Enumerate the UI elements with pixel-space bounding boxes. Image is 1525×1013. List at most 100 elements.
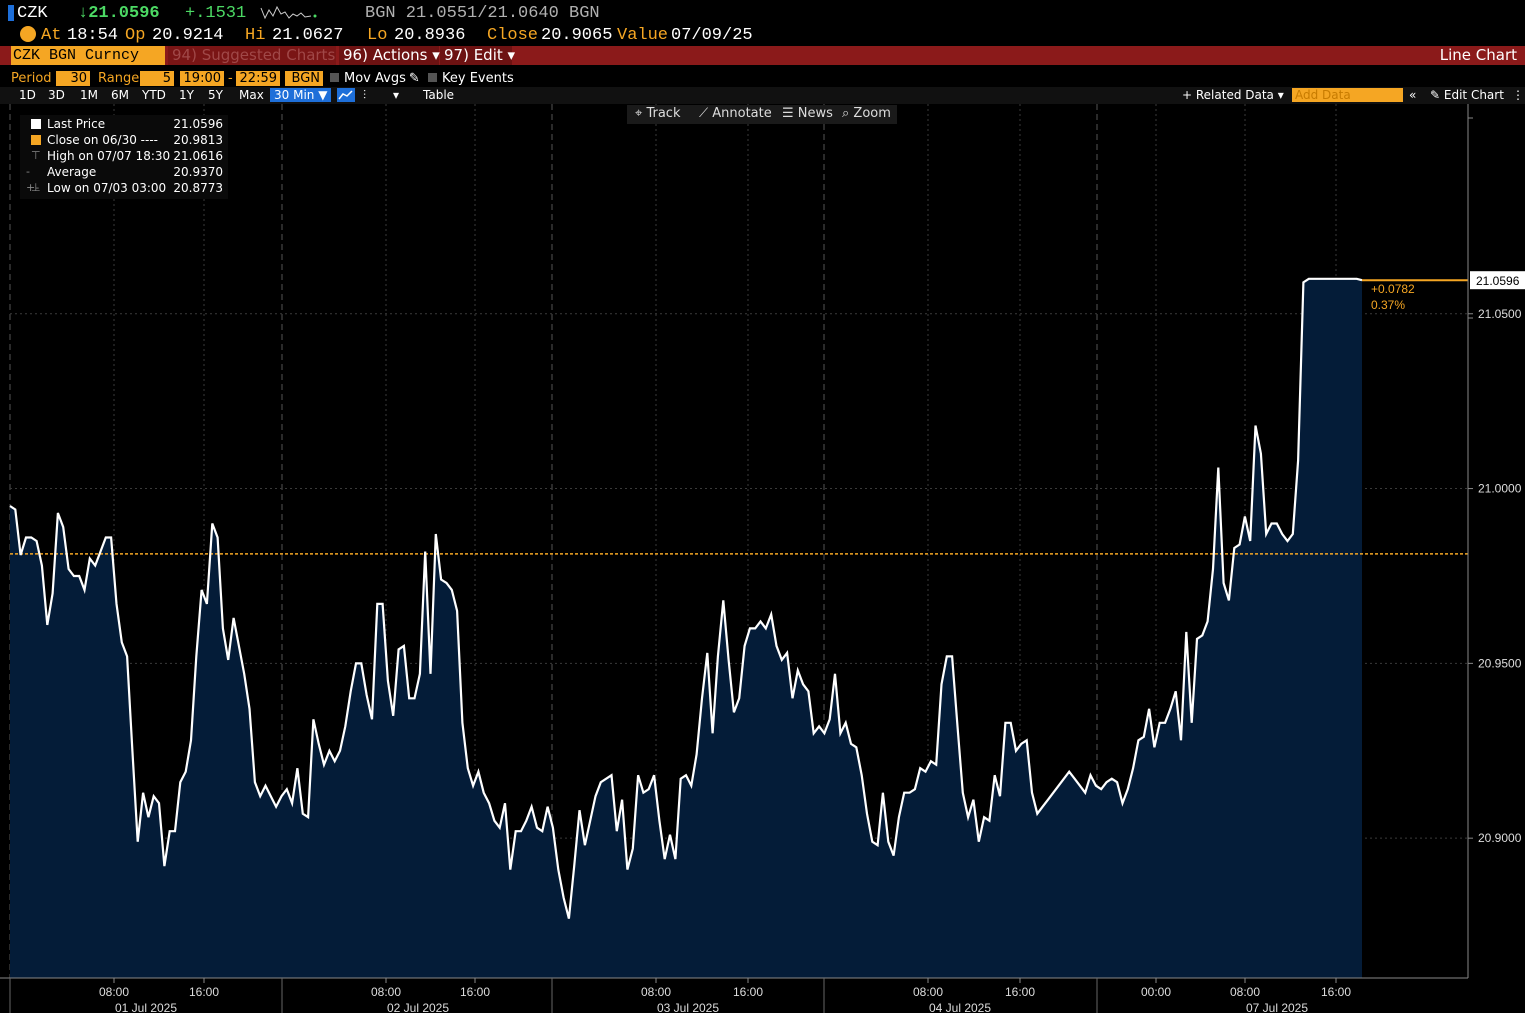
tf-1d[interactable]: 1D <box>19 88 36 102</box>
clock-icon <box>20 26 36 42</box>
x-tick-label: 08:00 <box>371 985 401 999</box>
legend-value: 21.0596 <box>173 117 223 131</box>
range-start-input[interactable]: 19:00 <box>180 71 224 86</box>
chevron-down-icon[interactable]: ▾ <box>393 88 400 102</box>
news-tool[interactable]: ☰ News <box>782 106 833 121</box>
legend-value: 20.8773 <box>173 181 223 195</box>
legend-label: High on 07/07 18:30 <box>47 149 171 163</box>
add-data-input[interactable]: Add Data <box>1292 88 1403 102</box>
zoom-tool[interactable]: ⌕ Zoom <box>842 106 891 121</box>
price-area <box>10 278 1362 978</box>
edit-chart-label: Edit Chart <box>1443 88 1504 102</box>
last-price-badge <box>1470 271 1525 290</box>
track-tool[interactable]: ⌖ Track <box>635 106 681 121</box>
quote-header: CZK ↓21.0596 +.1531 BGN 21.0551/21.0640 … <box>0 4 1525 26</box>
x-tick-label: 00:00 <box>1141 985 1171 999</box>
y-tick-label: 20.9500 <box>1478 656 1522 670</box>
quote-details: At 18:54 Op 20.9214 Hi 21.0627 Lo 20.893… <box>0 26 1525 46</box>
close-label: Close <box>487 26 539 45</box>
chart-tools: ⌖ Track ⟋ Annotate ☰ News ⌕ Zoom <box>627 105 897 124</box>
news-label: News <box>797 106 833 121</box>
tf-max[interactable]: Max <box>239 88 264 102</box>
x-tick-label: 08:00 <box>913 985 943 999</box>
collapse-icon[interactable]: « <box>1409 88 1417 102</box>
x-date-label: 03 Jul 2025 <box>657 1001 719 1013</box>
annotate-label: Annotate <box>712 106 772 121</box>
legend-row-low[interactable]: ⊥ Low on 07/03 03:00 20.8773 <box>20 180 228 196</box>
ticker[interactable]: CZK <box>17 4 48 23</box>
legend-row-last[interactable]: Last Price 21.0596 <box>20 116 228 132</box>
sparkline-icon <box>260 5 317 20</box>
bar-chart-icon[interactable]: ⫶ <box>363 88 367 102</box>
annotate-icon: ⟋ <box>699 106 709 121</box>
suggested-charts-menu[interactable]: 94) Suggested Charts ▾ <box>168 46 348 65</box>
change-pct-label: 0.37% <box>1371 298 1405 312</box>
interval-select[interactable]: 30 Min ▼ <box>270 88 332 102</box>
mov-avgs-toggle[interactable]: Mov Avgs ✎ <box>330 71 420 86</box>
value-label: Value <box>617 26 669 45</box>
legend-swatch <box>31 135 41 145</box>
legend-row-close[interactable]: Close on 06/30 ---- 20.9813 <box>20 132 228 148</box>
period-input[interactable]: 30 <box>56 71 90 86</box>
x-tick-label: 08:00 <box>1230 985 1260 999</box>
y-tick-label: 21.0500 <box>1478 307 1522 321</box>
checkbox-icon <box>428 73 437 82</box>
high-marker-icon: ⊤ <box>31 149 41 162</box>
news-icon: ☰ <box>782 106 794 121</box>
source-input[interactable]: BGN <box>285 71 323 86</box>
price-line[interactable] <box>9 277 1363 919</box>
edit-chart-button[interactable]: ✎ Edit Chart <box>1430 88 1504 102</box>
crosshair-icon: ⌖ <box>635 106 643 121</box>
x-tick-label: 16:00 <box>189 985 219 999</box>
period-label: Period <box>11 71 52 86</box>
more-icon[interactable]: ⋮ <box>1512 88 1524 102</box>
tf-ytd[interactable]: YTD <box>142 88 166 102</box>
legend-value: 21.0616 <box>173 149 223 163</box>
low-label: Lo <box>367 26 388 45</box>
ticker-marker <box>8 5 14 21</box>
line-chart-icon[interactable] <box>337 88 355 102</box>
pencil-icon[interactable]: ✎ <box>408 71 420 86</box>
at-label: At <box>41 26 62 45</box>
range-end-input[interactable]: 22:59 <box>236 71 280 86</box>
checkbox-icon <box>330 73 339 82</box>
tf-1y[interactable]: 1Y <box>179 88 194 102</box>
legend-row-high[interactable]: ⊤ High on 07/07 18:30 21.0616 <box>20 148 228 164</box>
edit-menu[interactable]: 97) Edit ▾ <box>440 46 515 65</box>
price-chart[interactable]: 20.9000 20.9500 21.0000 21.0500 21.0596 +0.07… <box>0 104 1525 1013</box>
security-input[interactable]: CZK BGN Curncy <box>11 46 165 65</box>
chart-type-title: Line Chart <box>1439 46 1517 64</box>
menu-bar: CZK BGN Curncy 94) Suggested Charts ▾ 96… <box>0 46 1525 65</box>
track-label: Track <box>646 106 681 121</box>
actions-menu[interactable]: 96) Actions ▾ <box>339 46 440 65</box>
key-events-label: Key Events <box>442 71 514 86</box>
key-events-toggle[interactable]: Key Events <box>428 71 514 86</box>
x-tick-label: 08:00 <box>641 985 671 999</box>
tf-1m[interactable]: 1M <box>80 88 98 102</box>
x-tick-label: 16:00 <box>733 985 763 999</box>
range-input[interactable]: 5 <box>140 71 174 86</box>
legend-label: Average <box>47 165 97 179</box>
annotate-tool[interactable]: ⟋ Annotate <box>699 106 772 121</box>
tf-5y[interactable]: 5Y <box>208 88 223 102</box>
legend-label: Close on 06/30 ---- <box>47 133 158 147</box>
y-tick-label: 21.0000 <box>1478 482 1522 496</box>
change-label: +0.0782 <box>1371 282 1415 296</box>
tf-6m[interactable]: 6M <box>111 88 129 102</box>
pencil-icon: ✎ <box>1430 88 1441 102</box>
net-change: +.1531 <box>185 4 247 23</box>
table-button[interactable]: Table <box>423 88 455 102</box>
period-row: Period 30 Range 5 19:00 - 22:59 BGN Mov … <box>0 70 1525 87</box>
related-data-menu[interactable]: + Related Data ▾ <box>1182 88 1284 102</box>
legend-row-average[interactable]: -+- Average 20.9370 <box>20 164 228 194</box>
range-separator: - <box>228 71 233 86</box>
last-price-label: 21.0596 <box>1476 274 1520 288</box>
tf-3d[interactable]: 3D <box>48 88 65 102</box>
x-date-label: 04 Jul 2025 <box>929 1001 991 1013</box>
legend-swatch <box>31 119 41 129</box>
average-marker-icon: -+- <box>26 165 40 194</box>
value-date: 07/09/25 <box>671 26 753 45</box>
x-tick-label: 16:00 <box>460 985 490 999</box>
x-date-label: 01 Jul 2025 <box>115 1001 177 1013</box>
y-tick-label: 20.9000 <box>1478 831 1522 845</box>
